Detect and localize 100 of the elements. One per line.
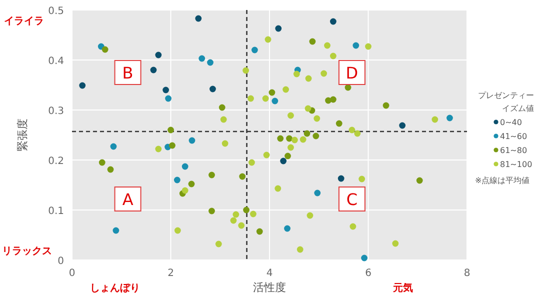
point (306, 212, 314, 219)
point (304, 105, 312, 112)
point (112, 227, 120, 234)
point (314, 190, 321, 196)
point (250, 210, 256, 218)
point (215, 240, 222, 248)
x-axis-title: 活性度 (253, 281, 286, 294)
point (107, 166, 114, 173)
point (358, 176, 366, 182)
point (293, 70, 300, 78)
annotation: B (122, 64, 134, 82)
point (305, 75, 312, 82)
point (263, 152, 270, 158)
point (110, 143, 117, 150)
point (296, 246, 304, 253)
point (338, 175, 344, 182)
x-tick-label: 6 (365, 268, 372, 279)
point (264, 36, 272, 43)
legend-label: 41~60 (500, 132, 528, 141)
point (168, 126, 174, 134)
point (336, 120, 342, 127)
x-tick-label: 4 (266, 268, 273, 279)
point (188, 180, 195, 188)
point (98, 159, 106, 166)
point (382, 102, 390, 109)
point (348, 126, 356, 134)
point (350, 223, 356, 230)
x-tick-label: 8 (464, 268, 470, 279)
point (282, 86, 289, 93)
y-tick-label: 0.4 (48, 56, 64, 67)
point (300, 136, 306, 143)
point (220, 116, 227, 123)
point (256, 228, 263, 235)
point (218, 104, 226, 111)
y-tick-label: 0.5 (48, 6, 64, 17)
point (330, 52, 336, 60)
point (361, 254, 368, 262)
point (324, 42, 330, 49)
text: リラックス (2, 246, 52, 257)
point (344, 84, 352, 91)
point (165, 95, 172, 102)
point (242, 67, 249, 74)
point (162, 86, 170, 94)
point (312, 132, 320, 140)
point (208, 208, 215, 214)
point (239, 173, 246, 180)
point (446, 114, 453, 122)
point (286, 135, 292, 142)
point (288, 112, 294, 119)
point (248, 95, 254, 102)
text: ※点線は平均値 (475, 176, 530, 185)
y-tick-label: 0.1 (48, 206, 64, 217)
point (182, 187, 188, 194)
point (198, 55, 206, 62)
annotation: D (346, 64, 358, 82)
point (275, 25, 282, 32)
point (320, 70, 328, 77)
legend-label: 61~80 (500, 146, 528, 155)
point (291, 136, 298, 144)
point (432, 116, 438, 123)
y-tick-label: 0.2 (48, 156, 64, 167)
point (79, 82, 86, 89)
text: 元気 (392, 282, 413, 294)
point (330, 96, 336, 103)
point (248, 159, 255, 166)
point (330, 18, 336, 25)
point (230, 217, 237, 224)
point (208, 172, 215, 178)
point (274, 185, 282, 192)
point (222, 140, 228, 147)
point (284, 225, 290, 232)
point (268, 89, 276, 96)
point (102, 46, 108, 53)
point (416, 177, 423, 184)
legend-title: プレゼンティーイズム値 (478, 91, 534, 113)
y-tick-label: 0 (58, 256, 64, 267)
point (309, 38, 316, 45)
point (277, 135, 284, 142)
point (182, 163, 188, 170)
annotation: A (122, 190, 134, 209)
text: しょんぼり (90, 283, 140, 294)
annotation: C (346, 190, 358, 209)
point (195, 15, 202, 22)
y-tick-label: 0.3 (48, 106, 64, 117)
point (232, 211, 240, 218)
point (354, 130, 361, 137)
point (150, 66, 157, 74)
point (251, 46, 258, 54)
x-tick-label: 0 (68, 268, 76, 279)
text: イライラ (4, 16, 44, 27)
y-axis-title: 緊張度 (16, 118, 29, 152)
point (272, 98, 278, 104)
point (399, 122, 406, 129)
legend-label: 0~40 (500, 118, 522, 127)
point (155, 146, 162, 152)
legend-label: 81~100 (500, 160, 532, 169)
point (174, 227, 181, 234)
point (392, 240, 399, 247)
point (207, 59, 214, 66)
point (288, 144, 294, 151)
